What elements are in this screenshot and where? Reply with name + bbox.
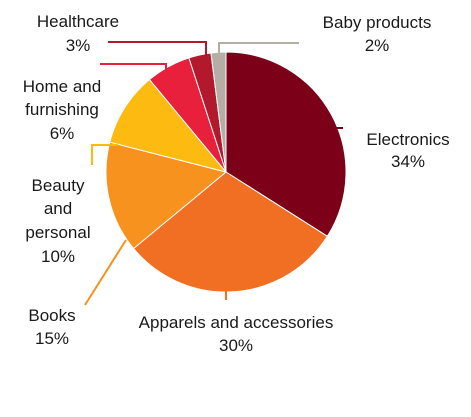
pie-slice-beauty-and-personal bbox=[109, 78, 228, 173]
label-home-value: 6% bbox=[50, 124, 75, 143]
label-beauty-name-line3: personal bbox=[25, 223, 90, 242]
label-healthcare-value: 3% bbox=[66, 36, 91, 55]
label-healthcare-name: Healthcare bbox=[37, 12, 119, 31]
pie-slice-apparels-and-accessories bbox=[132, 171, 329, 293]
leader-lines bbox=[84, 41, 343, 306]
leader-line-healthcare bbox=[108, 41, 207, 57]
label-beauty-name-line2: and bbox=[44, 199, 72, 218]
label-home-name-line1: Home and bbox=[23, 77, 101, 96]
leader-line-beauty bbox=[91, 144, 118, 165]
leader-line-baby bbox=[218, 42, 299, 55]
leader-line-books bbox=[84, 239, 127, 306]
leader-line-home bbox=[100, 63, 167, 80]
label-beauty-value: 10% bbox=[41, 247, 75, 266]
slice-labels: Electronics 34% Apparels and accessories… bbox=[23, 12, 450, 355]
pie-slice-electronics bbox=[225, 51, 347, 237]
label-home-name-line2: furnishing bbox=[25, 100, 99, 119]
label-electronics-value: 34% bbox=[391, 152, 425, 171]
label-electronics-name: Electronics bbox=[366, 130, 449, 149]
pie-slice-books bbox=[105, 141, 228, 250]
pie-slices bbox=[105, 51, 347, 293]
label-baby-name: Baby products bbox=[323, 13, 432, 32]
label-apparels-value: 30% bbox=[219, 336, 253, 355]
label-beauty-name-line1: Beauty bbox=[32, 176, 85, 195]
label-apparels-name: Apparels and accessories bbox=[139, 313, 334, 332]
label-books-value: 15% bbox=[35, 329, 69, 348]
label-books-name: Books bbox=[28, 306, 75, 325]
label-baby-value: 2% bbox=[365, 36, 390, 55]
